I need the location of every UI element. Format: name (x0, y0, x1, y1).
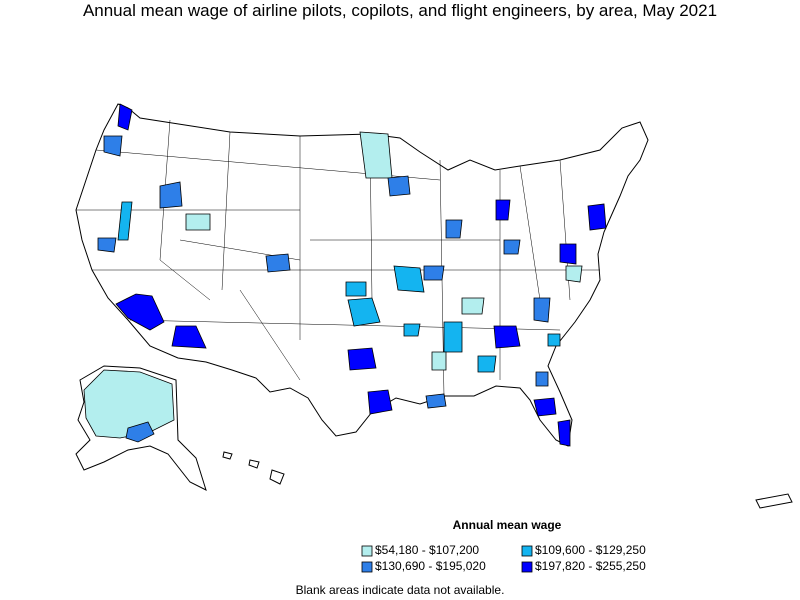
map-region (117, 201, 133, 241)
puerto-rico (755, 493, 793, 509)
map-region (443, 321, 463, 353)
map-title: Annual mean wage of airline pilots, copi… (83, 1, 717, 20)
map-region (387, 175, 411, 197)
map-region (533, 297, 551, 323)
legend-label: $54,180 - $107,200 (375, 543, 479, 557)
map-region (559, 243, 577, 265)
map-region (159, 181, 183, 209)
legend-swatch (361, 561, 373, 573)
legend-swatch (521, 545, 533, 557)
map-region (345, 281, 367, 297)
map (75, 103, 793, 509)
map-region (171, 325, 207, 349)
map-region (347, 347, 377, 371)
map-regions (83, 103, 607, 447)
legend-label: $109,600 - $129,250 (535, 543, 646, 557)
legend-swatch (521, 561, 533, 573)
map-region (393, 265, 425, 293)
map-region (535, 371, 549, 387)
map-region (431, 351, 447, 371)
map-region (347, 297, 381, 327)
legend: Annual mean wage $54,180 - $107,200 $109,… (361, 518, 646, 573)
map-region (587, 203, 607, 231)
map-region (115, 293, 165, 331)
map-region (503, 239, 521, 255)
map-region (461, 297, 485, 315)
legend-swatch (361, 545, 373, 557)
map-region (367, 389, 393, 415)
map-region (423, 265, 445, 281)
map-region (477, 355, 497, 373)
map-region (533, 397, 557, 417)
map-region (425, 393, 447, 409)
map-region (493, 325, 521, 349)
map-region (565, 265, 583, 283)
map-region (495, 199, 511, 221)
map-region (103, 135, 123, 157)
map-region (265, 253, 291, 273)
map-region (117, 103, 133, 131)
map-region (547, 333, 561, 347)
map-region (83, 369, 175, 439)
legend-label: $130,690 - $195,020 (375, 559, 486, 573)
map-region (97, 237, 117, 253)
hawaii (222, 451, 285, 485)
legend-label: $197,820 - $255,250 (535, 559, 646, 573)
map-region (125, 421, 155, 443)
note: Blank areas indicate data not available. (296, 583, 505, 597)
legend-title: Annual mean wage (453, 518, 562, 532)
map-region (359, 131, 393, 179)
map-region (185, 213, 211, 231)
map-region (445, 219, 463, 239)
map-region (403, 323, 421, 337)
map-region (557, 419, 571, 447)
legend-items: $54,180 - $107,200 $109,600 - $129,250 $13… (361, 543, 646, 573)
